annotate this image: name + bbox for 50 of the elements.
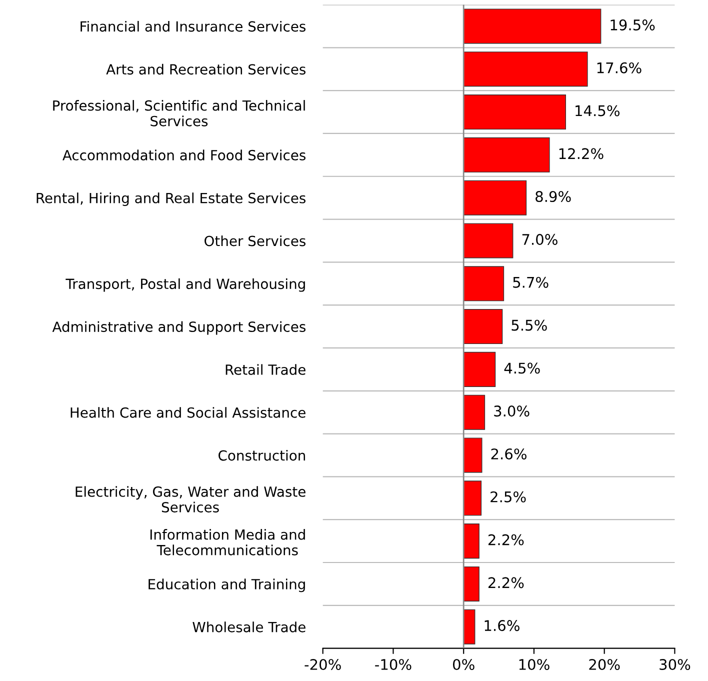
bar [463, 52, 588, 87]
y-tick-label: Information Media and Telecommunications [150, 529, 305, 556]
data-label: 2.2% [488, 577, 524, 588]
x-tick-label: 0% [452, 658, 474, 670]
bar [463, 394, 486, 430]
data-label: 5.7% [513, 276, 548, 288]
y-tick-label: Retail Trade [226, 364, 306, 375]
bar [463, 8, 602, 44]
y-tick-label: Construction [218, 450, 306, 461]
y-tick-label: Wholesale Trade [192, 622, 306, 632]
data-label: 2.6% [491, 448, 526, 460]
bar [463, 438, 482, 473]
bar [463, 180, 527, 216]
y-tick-label: Arts and Recreation Services [106, 64, 306, 75]
bar [463, 352, 496, 387]
y-tick-label: Transport, Postal and Warehousing [66, 278, 305, 292]
y-tick-label: Education and Training [148, 578, 305, 592]
bar [463, 266, 504, 302]
x-tick-label: -10% [375, 658, 412, 670]
data-label: 7.0% [522, 234, 558, 245]
x-tick-label: -20% [304, 658, 341, 670]
data-label: 2.5% [490, 491, 526, 502]
bar [463, 137, 550, 172]
data-label: 1.6% [484, 620, 520, 632]
y-tick-label: Administrative and Support Services [52, 321, 306, 335]
y-tick-label: Health Care and Social Assistance [70, 407, 306, 418]
x-tick-label: 10% [519, 658, 550, 670]
bar [463, 309, 503, 344]
bar [463, 94, 566, 130]
data-label: 19.5% [610, 19, 655, 30]
data-label: 3.0% [494, 406, 530, 417]
data-label: 12.2% [559, 148, 604, 160]
data-label: 4.5% [504, 362, 540, 374]
bar [463, 480, 482, 516]
data-label: 2.2% [488, 534, 524, 546]
data-label: 14.5% [576, 105, 620, 116]
data-label: 8.9% [536, 191, 571, 202]
bar [463, 524, 480, 559]
y-tick-label: Rental, Hiring and Real Estate Services [36, 192, 306, 206]
y-tick-label: Financial and Insurance Services [80, 20, 306, 32]
y-tick-label: Professional, Scientific and Technical Services [53, 100, 305, 126]
bar [463, 566, 480, 602]
y-tick-label: Accommodation and Food Services [62, 150, 306, 160]
bar [463, 223, 514, 258]
x-tick-label: 30% [660, 658, 690, 670]
x-tick-label: 20% [589, 658, 620, 670]
data-label: 17.6% [597, 62, 642, 74]
y-tick-label: Electricity, Gas, Water and Waste Services [76, 486, 306, 512]
data-label: 5.5% [512, 320, 547, 331]
y-tick-label: Other Services [204, 235, 306, 246]
